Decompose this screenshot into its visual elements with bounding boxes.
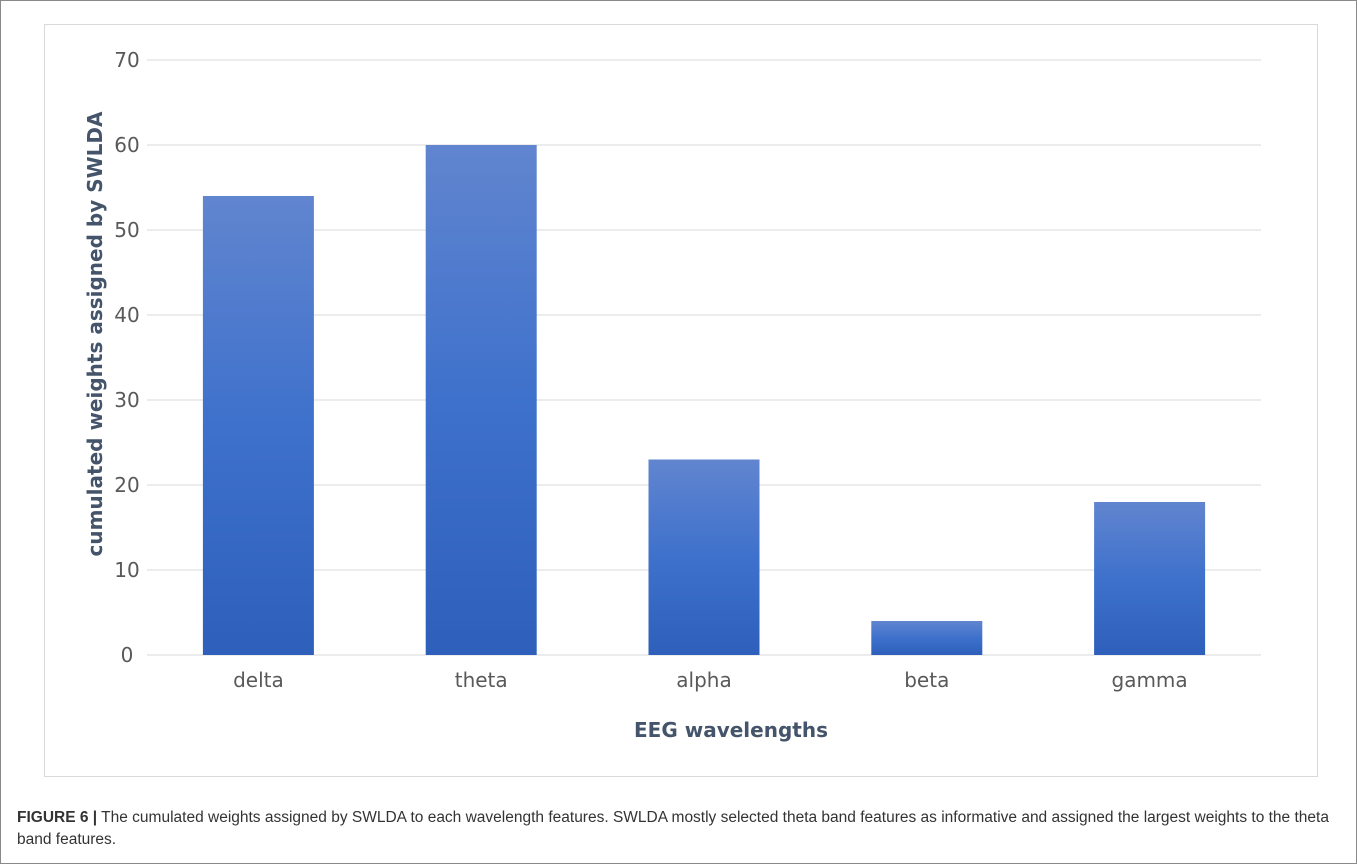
- bar-alpha: [648, 459, 760, 655]
- x-tick-label-theta: theta: [455, 668, 508, 692]
- y-tick-label: 20: [114, 473, 139, 497]
- x-tick-labels: delta theta alpha beta gamma: [233, 668, 1188, 692]
- y-tick-label: 70: [114, 48, 139, 72]
- y-tick-label: 60: [114, 133, 139, 157]
- figure-label: FIGURE 6 |: [17, 809, 98, 826]
- y-tick-label: 0: [121, 643, 134, 667]
- x-axis-title: EEG wavelengths: [634, 718, 828, 742]
- bar-theta: [425, 145, 537, 655]
- y-axis-title: cumulated weights assigned by SWLDA: [83, 111, 107, 556]
- x-tick-label-gamma: gamma: [1112, 668, 1188, 692]
- bar-gamma: [1094, 502, 1206, 655]
- y-tick-label: 30: [114, 388, 139, 412]
- x-tick-label-beta: beta: [904, 668, 949, 692]
- bar-delta: [202, 196, 314, 655]
- y-tick-label: 10: [114, 558, 139, 582]
- y-tick-label: 50: [114, 218, 139, 242]
- y-tick-label: 40: [114, 303, 139, 327]
- chart-area: 0 10 20 30 40 50 60 70 delta theta alpha beta gamma…: [44, 24, 1318, 777]
- x-tick-label-delta: delta: [233, 668, 284, 692]
- x-tick-label-alpha: alpha: [676, 668, 731, 692]
- y-tick-labels: 0 10 20 30 40 50 60 70: [114, 48, 139, 667]
- bars: [202, 145, 1206, 655]
- figure-caption: FIGURE 6 | The cumulated weights assigne…: [17, 807, 1342, 851]
- bar-beta: [871, 621, 983, 655]
- caption-text: The cumulated weights assigned by SWLDA …: [17, 809, 1329, 848]
- bar-chart: 0 10 20 30 40 50 60 70 delta theta alpha beta gamma…: [83, 48, 1261, 742]
